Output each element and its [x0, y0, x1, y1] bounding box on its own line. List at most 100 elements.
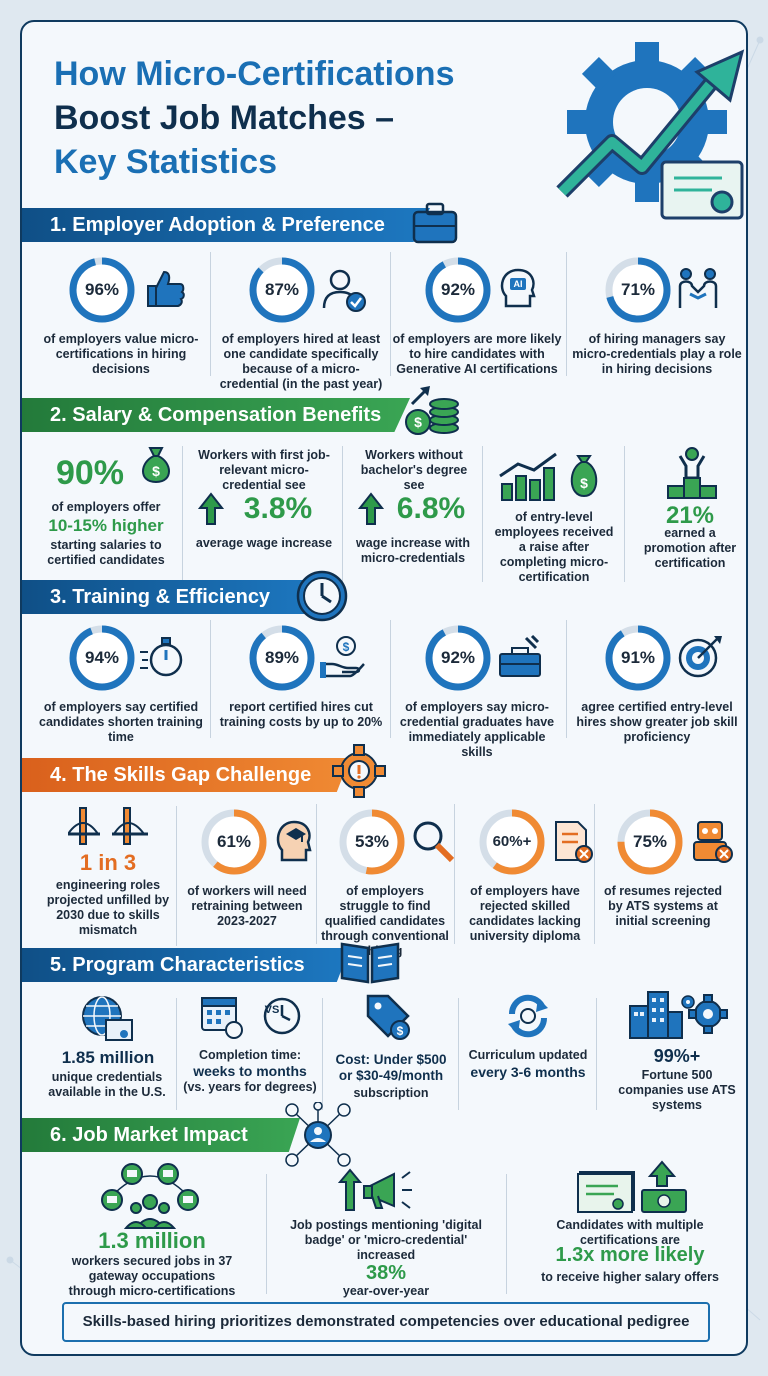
page-title: How Micro-Certifications Boost Job Match…	[54, 52, 574, 184]
progress-ring	[69, 625, 135, 691]
section-6-header: 6. Job Market Impact	[22, 1118, 300, 1152]
svg-text:AI: AI	[514, 279, 523, 289]
progress-ring	[605, 625, 671, 691]
stat-description: of employers struggle to find qualified …	[321, 884, 449, 958]
s5-c3-bottom: subscription	[353, 1086, 429, 1100]
s2-c1-line1: of employers offer	[51, 500, 161, 514]
stat-description: of employers say certified candidates sh…	[39, 700, 203, 744]
target-icon	[678, 636, 722, 678]
progress-ring-fill	[479, 809, 545, 875]
coin-hand-icon: $	[320, 636, 365, 678]
progress-ring	[69, 257, 135, 323]
s6-c1-desc: workers secured jobs in 37 gateway occup…	[68, 1254, 236, 1298]
stat-value: 92%	[440, 648, 476, 667]
divider	[322, 998, 323, 1110]
megaphone-growth-icon	[338, 1168, 412, 1211]
progress-ring-fill	[69, 257, 135, 323]
divider	[506, 1174, 507, 1294]
up-arrow-icon	[358, 492, 384, 525]
s6-c2-top: Job postings mentioning 'digital badge' …	[290, 1218, 482, 1262]
s2-c1-line3: starting salaries to certified candidate…	[47, 538, 165, 567]
s4-one-in-three-value: 1 in 3	[79, 850, 137, 875]
divider	[458, 998, 459, 1110]
stat-description: of employers have rejected skilled candi…	[469, 884, 581, 943]
progress-ring	[479, 809, 545, 875]
s5-c2-bottom: (vs. years for degrees)	[183, 1080, 317, 1094]
divider	[594, 804, 595, 944]
stat-value: 94%	[84, 648, 120, 667]
footer-banner: Skills-based hiring prioritizes demonstr…	[62, 1302, 710, 1342]
svg-text:$: $	[397, 1024, 404, 1038]
ai-head-icon: AI	[500, 268, 536, 308]
s2-c5-desc: earned a promotion after certification	[643, 526, 737, 570]
divider	[210, 252, 211, 376]
progress-ring-fill	[201, 809, 267, 875]
s5-c4-value: every 3-6 months	[470, 1064, 586, 1080]
handshake-icon	[678, 268, 718, 308]
progress-ring-fill	[605, 625, 671, 691]
open-book-icon	[340, 942, 400, 984]
divider	[624, 446, 625, 582]
svg-text:$: $	[152, 463, 160, 479]
title-line-1: How Micro-Certifications	[54, 55, 455, 93]
podium-winner-icon	[667, 447, 717, 499]
progress-ring	[339, 809, 405, 875]
briefcase-icon	[412, 202, 458, 244]
magnifier-icon	[413, 821, 455, 863]
stat-description: of employers say micro-credential gradua…	[399, 700, 555, 759]
s2-c2-value: 3.8%	[243, 492, 313, 525]
progress-ring-fill	[339, 809, 405, 875]
divider	[342, 446, 343, 582]
divider	[566, 620, 567, 738]
divider	[596, 998, 597, 1110]
progress-ring-fill	[605, 257, 671, 323]
clock-icon	[296, 570, 348, 622]
up-arrow-icon	[198, 492, 224, 525]
s2-c2-top: Workers with first job-relevant micro-cr…	[198, 448, 330, 492]
thumbs-up-icon	[147, 270, 185, 307]
section-5-header: 5. Program Characteristics	[22, 948, 350, 982]
stat-description: agree certified entry-level hires show g…	[576, 700, 738, 744]
stat-value: 92%	[440, 280, 476, 299]
s6-c3-top: Candidates with multiple certifications …	[556, 1218, 704, 1247]
s5-c5-desc: Fortune 500 companies use ATS systems	[618, 1068, 736, 1112]
progress-ring-fill	[249, 625, 315, 691]
svg-text:$: $	[343, 640, 350, 654]
s5-c2-value: weeks to months	[193, 1063, 307, 1079]
divider	[390, 620, 391, 738]
title-line-3: Key Statistics	[54, 143, 277, 181]
divider	[390, 252, 391, 376]
section-3-header: 3. Training & Efficiency	[22, 580, 320, 614]
s6-c3-bottom: to receive higher salary offers	[541, 1270, 719, 1284]
people-network-icon	[285, 1102, 351, 1167]
divider	[176, 998, 177, 1110]
s6-jobs-value: 1.3 million	[98, 1228, 206, 1253]
infographic-card: How Micro-Certifications Boost Job Match…	[20, 20, 748, 1356]
s2-c3-top: Workers without bachelor's degree see	[360, 448, 468, 492]
s2-c3-bottom: wage increase with micro-credentials	[356, 536, 470, 565]
stat-value: 89%	[264, 648, 300, 667]
s5-cost-value: Cost: Under $500 or $30-49/month	[335, 1052, 447, 1083]
progress-ring-fill	[617, 809, 683, 875]
progress-ring-fill	[249, 257, 315, 323]
progress-ring-fill	[425, 257, 491, 323]
stat-description: report certified hires cut training cost…	[219, 700, 383, 729]
title-line-2: Boost Job Matches –	[54, 99, 395, 137]
progress-ring	[249, 625, 315, 691]
stat-value: 60%+	[492, 833, 532, 850]
s5-c1-desc: unique credentials available in the U.S.	[48, 1070, 166, 1099]
coins-growth-icon: $	[405, 386, 459, 435]
section-4-header: 4. The Skills Gap Challenge	[22, 758, 350, 792]
divider	[482, 446, 483, 582]
s2-c3-value: 6.8%	[396, 492, 466, 525]
refresh-cycle-icon	[508, 994, 548, 1038]
gear-warning-icon	[332, 744, 386, 798]
s2-c1-line2: 10-15% higher	[48, 516, 164, 535]
s6-postings-value: 38%	[365, 1262, 407, 1284]
progress-ring	[201, 809, 267, 875]
bridge-gap-icon	[68, 807, 148, 845]
s5-c4-top: Curriculum updated	[468, 1048, 588, 1062]
s2-higher-salary-value: 90%	[55, 454, 125, 492]
progress-ring	[425, 257, 491, 323]
growth-chart-money-icon: $	[499, 452, 598, 501]
